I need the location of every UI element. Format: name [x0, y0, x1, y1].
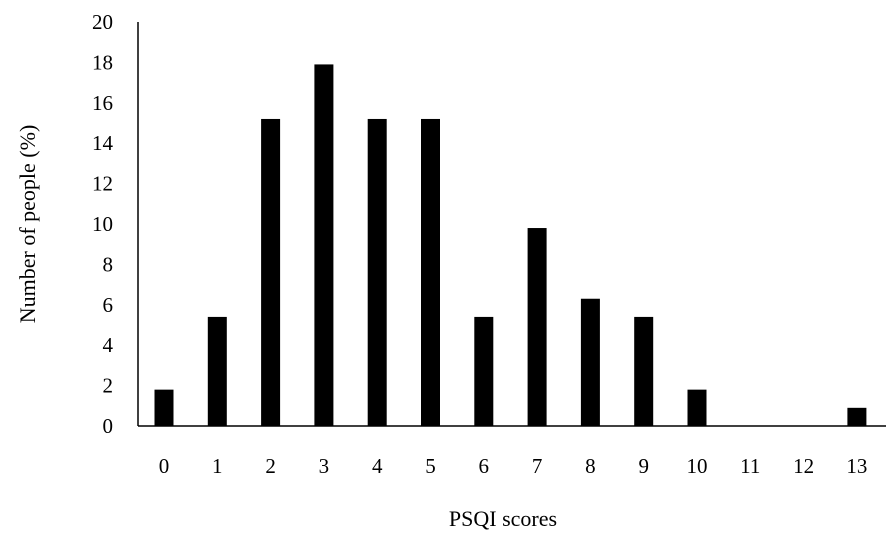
bar [634, 316, 654, 426]
x-tick-label: 8 [585, 454, 596, 478]
y-tick-label: 2 [103, 374, 114, 398]
bar [421, 118, 440, 427]
y-tick-label: 20 [92, 10, 113, 34]
bars [154, 64, 867, 427]
y-tick-labels: 0 2 4 6 8 10 12 14 16 18 20 [92, 10, 114, 438]
y-tick-label: 18 [92, 50, 113, 74]
bar [687, 389, 707, 426]
x-tick-label: 13 [846, 454, 867, 478]
y-tick-label: 8 [103, 252, 114, 276]
y-tick-label: 14 [92, 131, 114, 155]
bar [261, 118, 281, 427]
bar [847, 407, 867, 426]
x-tick-label: 4 [372, 454, 383, 478]
y-tick-label: 4 [103, 333, 114, 357]
x-tick-label: 0 [159, 454, 170, 478]
bar [207, 316, 227, 426]
bar [367, 118, 387, 427]
bar [527, 228, 547, 426]
x-tick-label: 5 [425, 454, 436, 478]
y-tick-label: 16 [92, 91, 113, 115]
x-tick-label: 2 [265, 454, 276, 478]
y-tick-label: 0 [103, 414, 114, 438]
y-tick-label: 12 [92, 172, 113, 196]
x-tick-label: 6 [479, 454, 490, 478]
x-tick-label: 12 [793, 454, 814, 478]
y-tick-label: 6 [103, 293, 114, 317]
x-tick-labels: 0 1 2 3 4 5 6 7 8 9 10 11 12 13 [159, 454, 868, 478]
bar [474, 316, 494, 426]
x-tick-label: 10 [687, 454, 708, 478]
x-tick-label: 1 [212, 454, 223, 478]
x-tick-label: 9 [638, 454, 649, 478]
y-tick-label: 10 [92, 212, 113, 236]
x-axis-title: PSQI scores [449, 506, 557, 531]
x-tick-label: 11 [740, 454, 760, 478]
bar [314, 64, 334, 427]
x-tick-label: 7 [532, 454, 543, 478]
y-axis-title: Number of people (%) [15, 125, 40, 324]
x-tick-label: 3 [319, 454, 330, 478]
bar [154, 389, 174, 426]
bar [580, 298, 600, 426]
